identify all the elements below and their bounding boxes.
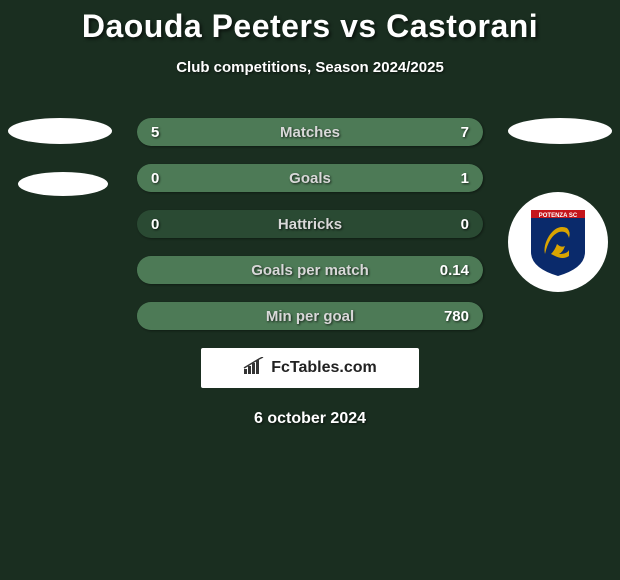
date-label: 6 october 2024 [0, 410, 620, 428]
stat-bars: 5 Matches 7 0 Goals 1 0 Hattricks 0 Goals per mat… [137, 118, 483, 330]
stat-row: 0 Goals 1 [137, 164, 483, 192]
player-photo-placeholder [8, 118, 112, 144]
comparison-card: Daouda Peeters vs Castorani Club competi… [0, 0, 620, 428]
stat-value-left: 5 [151, 124, 159, 141]
stats-area: POTENZA SC 5 Matches 7 0 Goals 1 0 Hattricks 0 Go… [0, 118, 620, 330]
stat-row: Goals per match 0.14 [137, 256, 483, 284]
stat-row: 0 Hattricks 0 [137, 210, 483, 238]
stat-row: 5 Matches 7 [137, 118, 483, 146]
stat-label: Hattricks [278, 216, 342, 233]
stat-label: Min per goal [266, 308, 354, 325]
stat-label: Goals [289, 170, 331, 187]
stat-value-right: 1 [461, 170, 469, 187]
branding-badge[interactable]: FcTables.com [201, 348, 419, 388]
shield-icon: POTENZA SC [527, 206, 589, 278]
club-logo-placeholder [18, 172, 108, 196]
stat-value-left: 0 [151, 170, 159, 187]
branding-text: FcTables.com [271, 359, 377, 377]
chart-icon [243, 357, 265, 380]
subtitle: Club competitions, Season 2024/2025 [0, 59, 620, 76]
stat-value-right: 7 [461, 124, 469, 141]
stat-row: Min per goal 780 [137, 302, 483, 330]
page-title: Daouda Peeters vs Castorani [0, 8, 620, 45]
stat-value-right: 0 [461, 216, 469, 233]
stat-label: Matches [280, 124, 340, 141]
left-player-badges [8, 118, 112, 224]
stat-value-right: 0.14 [440, 262, 469, 279]
stat-label: Goals per match [251, 262, 369, 279]
player-photo-placeholder [508, 118, 612, 144]
club-badge: POTENZA SC [508, 192, 608, 292]
right-player-badges: POTENZA SC [508, 118, 612, 292]
stat-value-right: 780 [444, 308, 469, 325]
stat-value-left: 0 [151, 216, 159, 233]
